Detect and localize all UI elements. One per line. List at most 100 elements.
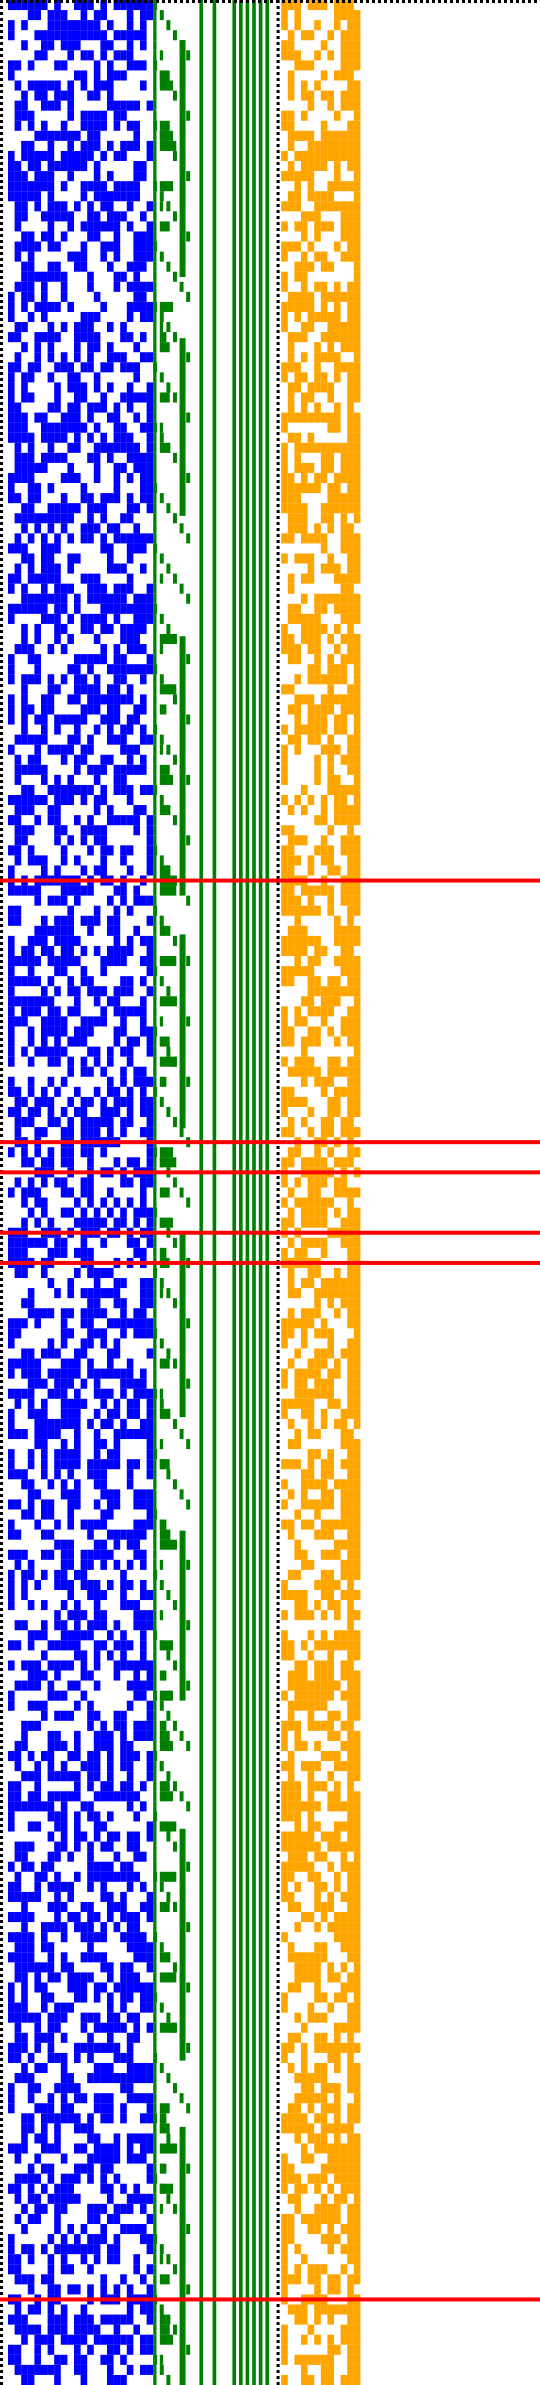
- bit-cell: [347, 2012, 354, 2023]
- bit-cell: [353, 322, 361, 333]
- bit-cell: [347, 1590, 354, 1601]
- bit-cell: [107, 714, 114, 725]
- bit-cell: [120, 2113, 127, 2124]
- bit-cell: [107, 724, 114, 735]
- bit-cell: [146, 734, 154, 745]
- bit-cell: [314, 935, 321, 946]
- bit-cell: [21, 422, 28, 433]
- bit-cell: [314, 2073, 321, 2084]
- bit-cell: [301, 1489, 308, 1500]
- bit-cell: [93, 1388, 101, 1399]
- bit-cell: [126, 1428, 134, 1440]
- bit-cell: [287, 1791, 295, 1802]
- bit-cell: [8, 1821, 15, 1832]
- staircase-cell: [173, 1781, 177, 1792]
- bit-cell: [126, 1660, 134, 1671]
- bit-cell: [107, 70, 114, 81]
- bit-cell: [347, 2284, 354, 2295]
- bit-cell: [334, 1187, 341, 1198]
- bit-cell: [126, 1992, 134, 2003]
- bit-cell: [126, 181, 134, 192]
- bit-cell: [347, 1187, 354, 1198]
- bit-cell: [54, 1841, 61, 1852]
- bit-cell: [327, 1026, 334, 1037]
- bit-cell: [80, 1318, 88, 1329]
- bit-cell: [347, 986, 354, 997]
- bit-cell: [93, 2062, 101, 2074]
- bit-cell: [133, 1972, 140, 1983]
- bit-cell: [120, 271, 127, 282]
- bit-cell: [146, 1459, 154, 1470]
- bit-cell: [327, 1469, 334, 1480]
- staircase-cell: [186, 1861, 191, 1872]
- bit-cell: [54, 573, 61, 584]
- bit-cell: [8, 2183, 15, 2194]
- bit-cell: [353, 120, 361, 131]
- bit-cell: [320, 2374, 328, 2385]
- bit-cell: [294, 2113, 301, 2124]
- staircase-edge: [153, 1891, 157, 1902]
- bit-cell: [107, 2113, 114, 2124]
- bit-cell: [140, 1006, 147, 1017]
- bit-cell: [307, 1650, 315, 1661]
- bit-cell: [146, 2103, 154, 2114]
- bit-cell: [87, 1016, 94, 1027]
- bit-cell: [60, 2052, 68, 2063]
- bit-cell: [281, 251, 288, 262]
- bit-cell: [60, 60, 68, 71]
- bit-cell: [60, 1549, 68, 1560]
- bit-cell: [327, 2334, 334, 2345]
- bit-cell: [21, 1861, 28, 1872]
- bit-cell: [347, 432, 354, 443]
- bit-cell: [67, 1771, 74, 1782]
- bit-cell: [80, 1338, 88, 1349]
- bit-cell: [87, 432, 94, 443]
- bit-cell: [347, 1751, 354, 1762]
- bit-cell: [67, 90, 74, 101]
- staircase-edge: [153, 563, 157, 574]
- bit-cell: [34, 352, 41, 363]
- staircase-cell: [173, 1479, 177, 1490]
- bit-cell: [87, 201, 94, 212]
- bit-cell: [27, 1117, 35, 1128]
- bit-cell: [140, 1096, 147, 1107]
- bit-cell: [287, 976, 295, 987]
- bit-cell: [34, 1439, 41, 1450]
- bit-cell: [34, 2364, 41, 2375]
- bit-cell: [27, 2123, 35, 2134]
- bit-cell: [107, 211, 114, 222]
- bit-cell: [107, 1318, 114, 1329]
- bit-cell: [334, 1912, 341, 1923]
- bit-cell: [107, 895, 114, 906]
- bit-cell: [60, 825, 68, 836]
- bit-cell: [120, 362, 127, 373]
- bit-cell: [347, 80, 354, 91]
- bit-cell: [347, 2223, 354, 2235]
- bit-cell: [307, 1610, 315, 1621]
- bit-cell: [294, 915, 301, 926]
- staircase-block: [159, 2334, 173, 2345]
- bit-cell: [334, 201, 341, 212]
- bit-cell: [27, 362, 35, 373]
- bit-cell: [353, 2274, 361, 2285]
- staircase-block: [159, 1459, 170, 1470]
- bit-cell: [301, 392, 308, 403]
- staircase-cell: [186, 1076, 191, 1087]
- staircase-block: [159, 1539, 173, 1550]
- staircase-edge: [153, 1871, 157, 1882]
- staircase-block: [159, 1288, 164, 1299]
- bit-cell: [27, 1237, 35, 1248]
- bit-cell: [146, 2193, 154, 2204]
- bit-cell: [340, 784, 348, 795]
- bit-cell: [41, 0, 48, 11]
- bit-cell: [340, 2324, 348, 2335]
- bit-cell: [8, 976, 15, 987]
- bit-cell: [74, 261, 81, 272]
- bit-cell: [327, 462, 334, 473]
- bit-cell: [347, 462, 354, 473]
- bit-cell: [14, 120, 22, 131]
- bit-cell: [14, 1016, 22, 1027]
- bit-cell: [27, 825, 35, 836]
- bit-cell: [107, 442, 114, 453]
- bit-cell: [301, 2374, 308, 2385]
